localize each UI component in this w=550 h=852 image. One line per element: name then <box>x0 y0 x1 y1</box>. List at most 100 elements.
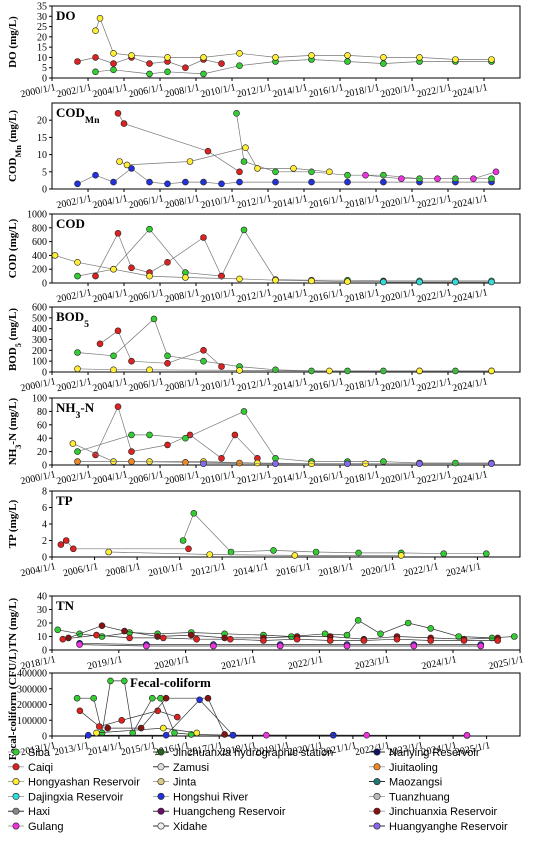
data-point <box>488 56 495 63</box>
data-point <box>344 178 351 186</box>
data-point <box>57 541 65 548</box>
data-point <box>59 635 67 643</box>
series-dajingxia-reservoir <box>380 278 495 286</box>
series-jiuitaoling <box>74 458 243 467</box>
data-point <box>182 458 189 466</box>
data-point <box>343 642 351 650</box>
data-point <box>355 549 362 557</box>
y-tick-label: 0 <box>42 74 47 85</box>
data-point <box>308 277 315 285</box>
legend-label: Dajingxia Reservoir <box>28 791 124 803</box>
x-tick-label: 2020/1/1 <box>380 469 417 487</box>
x-tick-label: 2020/1/1 <box>380 287 417 305</box>
legend-marker-icon <box>157 763 165 771</box>
x-tick-label: 2022/1/1 <box>402 561 439 579</box>
series-siba <box>74 408 495 467</box>
y-tick-label: 40 <box>37 592 47 603</box>
data-point <box>377 630 384 638</box>
data-point <box>272 366 279 374</box>
data-point <box>221 731 228 738</box>
data-point <box>90 694 97 702</box>
x-tick-label: 2020/1/1 <box>153 654 190 672</box>
data-point <box>104 724 111 732</box>
data-point <box>110 60 117 67</box>
legend-label: Maozangsi <box>389 777 442 789</box>
panel-title: CODMn <box>56 105 100 126</box>
data-point <box>96 340 104 348</box>
y-tick-label: 0 <box>42 732 47 743</box>
legend-label: Caiqi <box>28 762 53 774</box>
data-point <box>164 441 171 449</box>
data-point <box>74 349 81 356</box>
data-point <box>51 252 59 259</box>
data-point <box>164 180 171 188</box>
data-point <box>200 357 207 365</box>
x-tick-label: 2000/1/1 <box>20 376 57 394</box>
x-tick-label: 2024/1/1 <box>452 287 489 305</box>
y-tick-label: 8 <box>42 487 47 498</box>
data-point <box>308 52 315 59</box>
legend-marker-icon <box>373 748 381 756</box>
series-line <box>72 443 366 465</box>
x-tick-label: 2022/1/1 <box>354 740 391 758</box>
series-gulang <box>76 641 485 650</box>
x-tick-label: 2012/1/1 <box>236 287 273 305</box>
y-tick-label: 0 <box>42 461 47 472</box>
panel-title: BOD5 <box>56 309 89 330</box>
x-tick-label: 2012/1/1 <box>236 82 273 100</box>
series-caiqi <box>57 537 192 553</box>
data-point <box>200 346 207 354</box>
data-point <box>190 509 198 517</box>
panel-do: 051015202530352000/1/12002/1/12004/1/120… <box>7 2 521 100</box>
panel-title: NH3-N <box>56 400 95 421</box>
data-point <box>74 272 81 280</box>
x-tick-label: 2006/1/1 <box>62 561 99 579</box>
data-point <box>92 171 99 179</box>
data-point <box>218 363 225 370</box>
series-line <box>77 461 240 464</box>
data-point <box>455 633 463 640</box>
data-point <box>227 548 235 556</box>
x-tick-label: 2019/1/1 <box>86 654 123 672</box>
y-tick-label: 400 <box>32 251 47 262</box>
data-point <box>492 168 500 176</box>
series-siba <box>74 315 495 375</box>
panel-title: DO <box>56 8 76 23</box>
legend-label: Nanying Reservoir <box>389 747 480 759</box>
y-tick-label: 0 <box>42 553 47 564</box>
y-tick-label: 500 <box>32 313 47 324</box>
legend-label: Jinta <box>173 777 197 789</box>
legend-item-caiqi: Caiqi <box>8 762 53 774</box>
series-caiqi <box>96 327 225 370</box>
y-tick-label: 10 <box>37 150 47 161</box>
data-point <box>85 731 92 739</box>
data-point <box>162 694 170 702</box>
data-point <box>200 178 207 186</box>
data-point <box>488 367 495 375</box>
series-siba <box>92 56 495 78</box>
y-tick-label: 10 <box>37 632 47 643</box>
data-point <box>74 365 81 373</box>
data-point <box>344 52 351 59</box>
legend-label: Jinchuanxia hydrographic station <box>173 747 333 759</box>
data-point <box>272 276 279 284</box>
y-axis-label: TN (mg/L) <box>7 597 19 648</box>
x-tick-label: 2018/1/1 <box>344 82 381 100</box>
data-point <box>270 547 277 554</box>
series-siba <box>74 225 495 285</box>
data-point <box>380 54 387 61</box>
data-point <box>146 272 153 280</box>
y-tick-label: 25 <box>37 22 47 33</box>
series-line <box>117 113 240 173</box>
legend-marker-icon <box>157 792 165 800</box>
series-caiqi <box>76 707 181 730</box>
data-point <box>76 707 84 715</box>
x-tick-label: 2014/1/1 <box>272 287 309 305</box>
legend-marker-icon <box>157 748 165 756</box>
data-point <box>162 731 170 739</box>
x-tick-label: 2025/1/1 <box>488 654 525 672</box>
data-point <box>193 729 201 737</box>
y-tick-label: 1000 <box>27 210 47 221</box>
